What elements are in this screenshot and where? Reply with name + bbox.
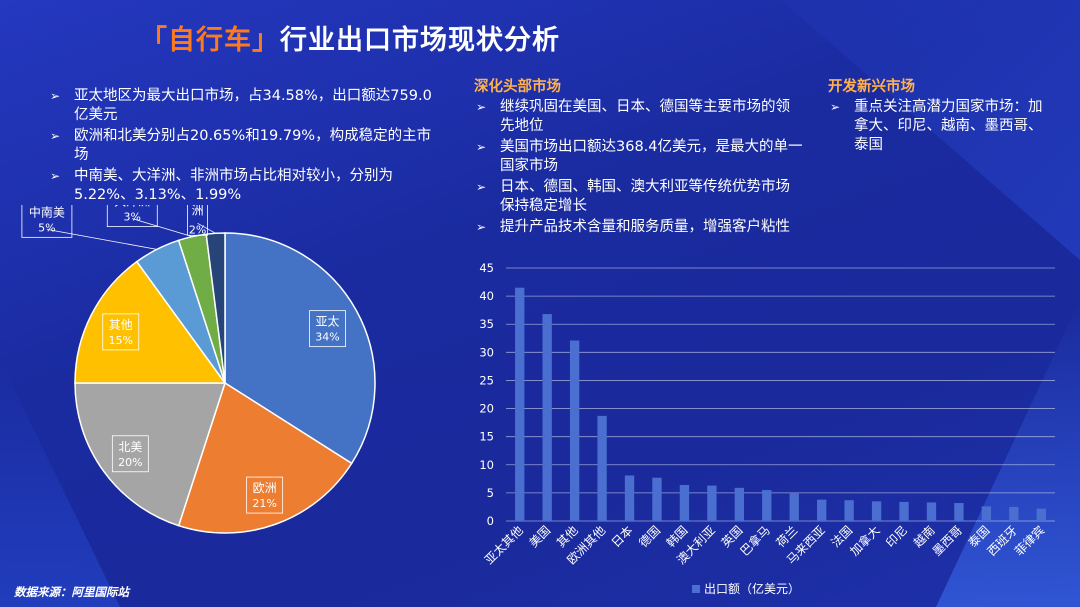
bar-ytick-6: 30 bbox=[479, 345, 494, 359]
pie-pct-5: 3% bbox=[124, 211, 141, 224]
bar-5 bbox=[652, 477, 662, 521]
pie-pct-1: 21% bbox=[252, 497, 276, 510]
title-rest: 行业出口市场现状分析 bbox=[280, 25, 560, 56]
bar-xtick-0: 亚太其他 bbox=[481, 523, 526, 568]
bar-xtick-4: 日本 bbox=[609, 523, 636, 550]
data-source: 数据来源：阿里国际站 bbox=[14, 585, 129, 599]
bar-1 bbox=[542, 314, 552, 521]
pie-label-box-2 bbox=[111, 435, 149, 473]
bar-ytick-9: 45 bbox=[479, 261, 494, 275]
bar-14 bbox=[899, 501, 909, 521]
pie-slice-6 bbox=[205, 232, 226, 384]
pie-leader-5 bbox=[132, 218, 193, 237]
right-bullet-1: 重点关注高潜力国家市场：加拿大、印尼、越南、墨西哥、泰国 bbox=[828, 98, 1056, 155]
pie-slice-3 bbox=[74, 260, 227, 384]
bar-2 bbox=[569, 340, 580, 521]
bar-xtick-5: 德国 bbox=[636, 523, 664, 551]
pie-pct-6: 2% bbox=[189, 223, 206, 236]
pie-slice-1 bbox=[177, 381, 353, 534]
pie-label-box-3 bbox=[102, 313, 140, 351]
pie-label-box-0 bbox=[309, 310, 346, 348]
bar-ytick-3: 15 bbox=[479, 430, 494, 444]
pie-slice-2 bbox=[74, 382, 227, 527]
right-heading: 开发新兴市场 bbox=[828, 79, 915, 95]
bar-xtick-1: 美国 bbox=[526, 523, 553, 550]
bar-17 bbox=[981, 506, 992, 521]
bar-ytick-2: 10 bbox=[479, 458, 494, 472]
pie-pct-4: 5% bbox=[38, 221, 55, 234]
bar-0 bbox=[515, 287, 525, 521]
bar-xtick-16: 墨西哥 bbox=[930, 523, 965, 558]
bar-15 bbox=[926, 502, 937, 521]
bar-11 bbox=[817, 499, 827, 521]
bar-10 bbox=[789, 493, 799, 521]
pie-label-3: 其他 bbox=[109, 318, 133, 332]
page-title: 「自行车」行业出口市场现状分析 bbox=[140, 18, 560, 57]
bar-xtick-14: 印尼 bbox=[883, 523, 910, 550]
bar-ytick-4: 20 bbox=[479, 402, 494, 416]
pie-chart: 亚太 34% 欧洲 21% 北美 20% 其他 15% 中南美 5% 大洋洲 3% 非洲 2% bbox=[21, 205, 376, 534]
middle-heading: 深化头部市场 bbox=[474, 79, 561, 95]
middle-section: 深化头部市场 继续巩固在美国、日本、德国等主要市场的领先地位 美国市场出口额达3… bbox=[474, 78, 804, 239]
bar-9 bbox=[762, 490, 772, 521]
pie-slice-0 bbox=[224, 232, 376, 465]
middle-bullet-1: 继续巩固在美国、日本、德国等主要市场的领先地位 bbox=[474, 98, 804, 136]
middle-bullet-3: 日本、德国、韩国、澳大利亚等传统优势市场保持稳定增长 bbox=[474, 178, 804, 216]
bar-3 bbox=[597, 415, 607, 521]
pie-label-box-5 bbox=[106, 205, 158, 228]
pie-label-2: 北美 bbox=[118, 440, 142, 454]
pie-label-5: 大洋洲 bbox=[114, 205, 150, 209]
left-bullet-3: 中南美、大洋洲、非洲市场占比相对较小，分别为5.22%、3.13%、1.99% bbox=[48, 167, 443, 205]
bar-13 bbox=[871, 501, 882, 521]
pie-label-1: 欧洲 bbox=[253, 481, 277, 495]
bar-legend-label: 出口额（亿美元） bbox=[704, 581, 800, 596]
middle-bullet-2: 美国市场出口额达368.4亿美元，是最大的单一国家市场 bbox=[474, 138, 804, 176]
bar-xtick-13: 加拿大 bbox=[847, 523, 883, 559]
pie-label-box-6 bbox=[187, 205, 208, 236]
left-bullet-2: 欧洲和北美分别占20.65%和19.79%，构成稳定的主市场 bbox=[48, 127, 443, 165]
bar-12 bbox=[844, 500, 854, 521]
bar-ytick-0: 0 bbox=[487, 514, 494, 528]
bar-8 bbox=[734, 487, 744, 521]
pie-label-0: 亚太 bbox=[316, 314, 340, 329]
left-bullet-list: 亚太地区为最大出口市场，占34.58%，出口额达759.0亿美元 欧洲和北美分别… bbox=[48, 87, 443, 207]
left-bullet-1: 亚太地区为最大出口市场，占34.58%，出口额达759.0亿美元 bbox=[48, 87, 443, 125]
pie-label-box-1 bbox=[246, 476, 284, 514]
pie-label-box-4 bbox=[21, 205, 73, 238]
pie-leader-4 bbox=[46, 228, 157, 250]
pie-leader-6 bbox=[197, 222, 216, 234]
pie-pct-0: 34% bbox=[315, 331, 339, 344]
title-highlight: 「自行车」 bbox=[140, 25, 280, 56]
bar-ytick-7: 35 bbox=[479, 317, 494, 331]
bar-ytick-5: 25 bbox=[479, 373, 494, 387]
right-section: 开发新兴市场 重点关注高潜力国家市场：加拿大、印尼、越南、墨西哥、泰国 bbox=[828, 78, 1056, 157]
pie-pct-3: 15% bbox=[109, 334, 133, 347]
bar-legend-swatch bbox=[692, 585, 700, 593]
bar-4 bbox=[624, 475, 635, 521]
bar-19 bbox=[1036, 508, 1046, 521]
bar-xtick-9: 巴拿马 bbox=[737, 523, 773, 559]
bar-xtick-19: 菲律宾 bbox=[1011, 523, 1047, 559]
middle-bullet-4: 提升产品技术含量和服务质量，增强客户粘性 bbox=[474, 218, 804, 237]
bar-ytick-1: 5 bbox=[487, 486, 494, 500]
bar-7 bbox=[707, 485, 717, 521]
pie-label-6: 非洲 bbox=[192, 205, 204, 217]
pie-label-4: 中南美 bbox=[29, 205, 65, 219]
bar-ytick-8: 40 bbox=[479, 289, 494, 303]
bar-xtick-18: 西班牙 bbox=[985, 523, 1020, 558]
bar-18 bbox=[1009, 506, 1019, 521]
pie-pct-2: 20% bbox=[118, 456, 142, 469]
bar-16 bbox=[954, 503, 964, 521]
bar-6 bbox=[679, 485, 690, 521]
